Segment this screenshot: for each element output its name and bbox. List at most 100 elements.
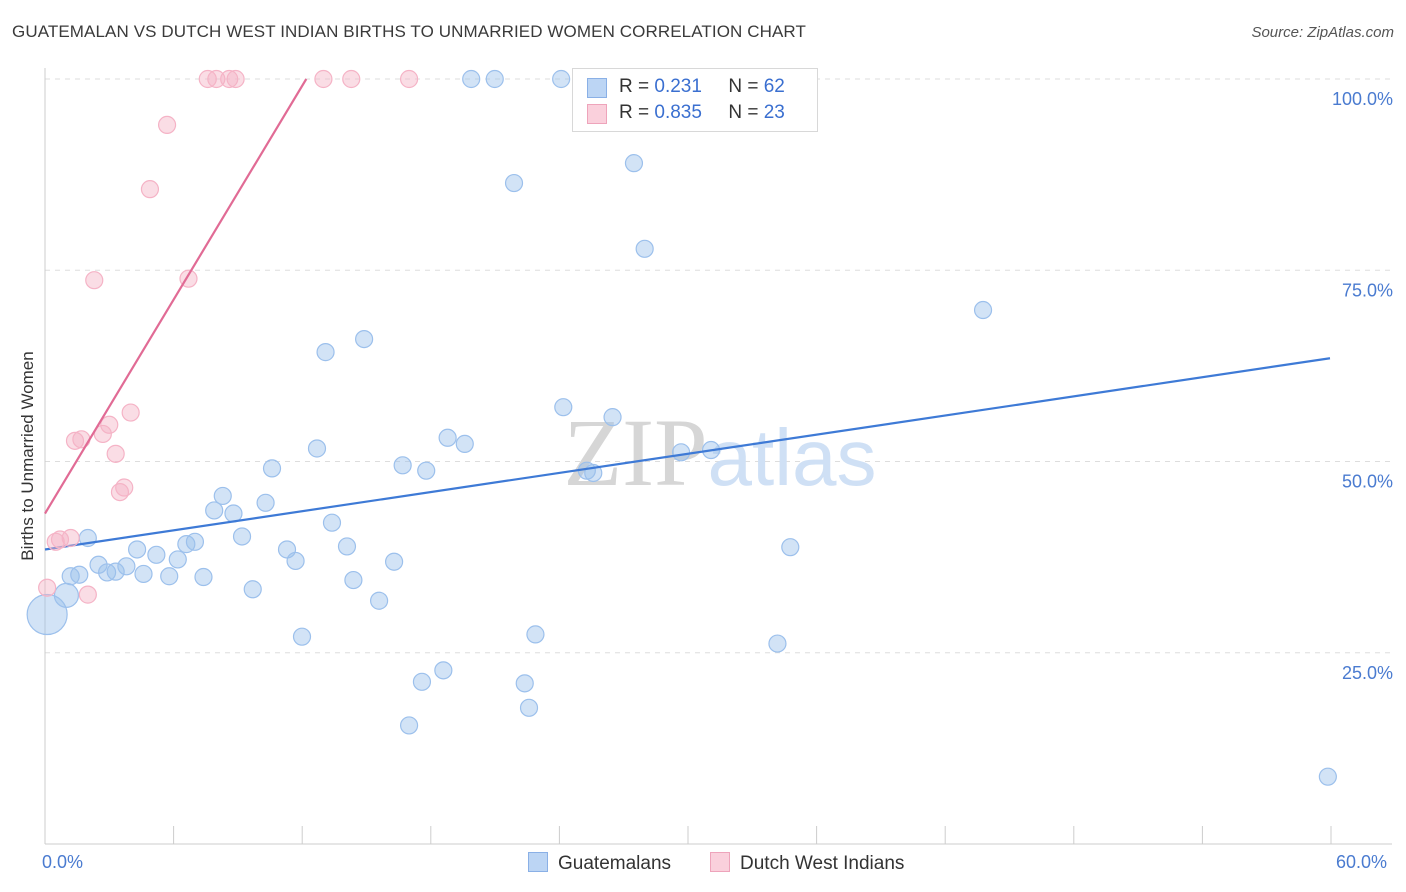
point-dutch-west-indians — [85, 271, 104, 290]
point-guatemalans — [53, 582, 80, 608]
point-dutch-west-indians — [72, 430, 91, 449]
point-dutch-west-indians — [226, 69, 245, 89]
point-guatemalans — [526, 625, 545, 644]
legend-r-value: 0.231 — [654, 76, 702, 97]
point-guatemalans — [973, 300, 993, 320]
point-guatemalans — [286, 551, 305, 571]
point-guatemalans — [370, 591, 389, 610]
point-guatemalans — [26, 593, 68, 636]
bottom-legend-guatemalans: Guatemalans — [528, 852, 671, 875]
point-dutch-west-indians — [157, 115, 177, 135]
point-dutch-west-indians — [399, 69, 419, 89]
point-guatemalans — [781, 538, 800, 557]
point-guatemalans — [384, 552, 404, 571]
point-guatemalans — [554, 398, 573, 417]
point-guatemalans — [106, 562, 125, 581]
point-guatemalans — [205, 501, 224, 520]
point-guatemalans — [344, 570, 363, 590]
point-guatemalans — [117, 557, 136, 576]
bottom-legend-swatch-guatemalans — [528, 852, 548, 872]
bottom-legend-dutch-west-indians: Dutch West Indians — [710, 852, 904, 875]
point-guatemalans — [455, 434, 474, 454]
watermark-atlas: atlas — [708, 413, 877, 502]
y-tick-label-25: 25.0% — [1342, 663, 1393, 683]
point-guatemalans — [485, 69, 504, 89]
watermark: ZIPatlas — [564, 399, 877, 506]
point-guatemalans — [70, 565, 89, 584]
legend-n-value: 23 — [763, 102, 785, 123]
point-guatemalans — [399, 716, 419, 735]
point-guatemalans — [462, 69, 481, 89]
point-guatemalans — [412, 672, 432, 691]
point-guatemalans — [185, 532, 205, 551]
y-tick-label-75: 75.0% — [1342, 280, 1393, 300]
point-guatemalans — [127, 540, 147, 559]
legend-n-label: N = — [728, 102, 759, 123]
bottom-legend-swatch-dutch-west-indians — [710, 852, 730, 872]
point-guatemalans — [232, 527, 252, 546]
legend-n-value: 62 — [763, 76, 785, 97]
point-guatemalans — [168, 550, 187, 569]
y-tick-labels: 100.0% 75.0% 50.0% 25.0% — [1332, 89, 1393, 683]
point-guatemalans — [355, 330, 374, 349]
chart-title: GUATEMALAN VS DUTCH WEST INDIAN BIRTHS T… — [12, 22, 806, 41]
trendline-dutch-west-indians — [44, 78, 308, 515]
point-dutch-west-indians — [93, 424, 112, 444]
point-guatemalans — [603, 408, 622, 427]
point-dutch-west-indians — [121, 403, 140, 422]
point-guatemalans — [552, 69, 571, 89]
source-label: Source: ZipAtlas.com — [1251, 24, 1394, 41]
axes — [44, 68, 1392, 845]
point-guatemalans — [337, 537, 357, 556]
bottom-legend-label-dutch-west-indians: Dutch West Indians — [740, 853, 905, 874]
point-dutch-west-indians — [100, 415, 119, 434]
point-dutch-west-indians — [65, 431, 85, 450]
watermark-zip: ZIP — [564, 399, 708, 506]
point-guatemalans — [316, 343, 335, 362]
point-guatemalans — [515, 674, 534, 693]
point-guatemalans — [438, 428, 457, 447]
gridlines — [45, 78, 1392, 654]
legend-r-label: R = — [619, 102, 650, 123]
point-dutch-west-indians — [220, 69, 239, 89]
bottom-legend-label-guatemalans: Guatemalans — [558, 853, 672, 874]
point-guatemalans — [160, 567, 179, 586]
correlation-legend: R = 0.231 N = 62 R = 0.835 N = 23 — [572, 68, 818, 132]
trendline-guatemalans — [44, 357, 1331, 551]
point-guatemalans — [322, 513, 342, 532]
point-guatemalans — [1318, 767, 1337, 786]
legend-r-label: R = — [619, 76, 650, 97]
y-tick-label-100: 100.0% — [1332, 89, 1393, 109]
point-guatemalans — [671, 443, 691, 462]
point-guatemalans — [635, 239, 654, 258]
point-guatemalans — [194, 567, 213, 587]
point-dutch-west-indians — [61, 528, 80, 548]
x-tick-label-min: 0.0% — [42, 852, 84, 872]
point-guatemalans — [504, 173, 524, 193]
point-dutch-west-indians — [78, 585, 97, 604]
point-guatemalans — [768, 634, 787, 653]
point-guatemalans — [434, 661, 453, 680]
point-dutch-west-indians — [38, 578, 57, 597]
point-dutch-west-indians — [342, 69, 361, 89]
x-tick-label-max: 60.0% — [1336, 852, 1388, 872]
point-dutch-west-indians — [314, 69, 333, 89]
point-guatemalans — [393, 456, 412, 475]
legend-n-label: N = — [728, 76, 759, 97]
point-guatemalans — [262, 459, 282, 478]
legend-swatch-guatemalans — [587, 78, 607, 98]
series-dutch-west-indians — [38, 69, 419, 604]
point-guatemalans — [213, 486, 232, 506]
point-dutch-west-indians — [140, 180, 160, 199]
point-guatemalans — [243, 580, 262, 599]
point-dutch-west-indians — [106, 444, 125, 463]
y-tick-label-50: 50.0% — [1342, 472, 1393, 492]
legend-r-value: 0.835 — [654, 102, 702, 123]
point-guatemalans — [256, 493, 275, 512]
point-guatemalans — [307, 439, 327, 458]
legend-swatch-dutch-west-indians — [587, 104, 607, 124]
point-guatemalans — [147, 545, 166, 564]
point-guatemalans — [417, 461, 436, 480]
point-guatemalans — [134, 564, 153, 584]
